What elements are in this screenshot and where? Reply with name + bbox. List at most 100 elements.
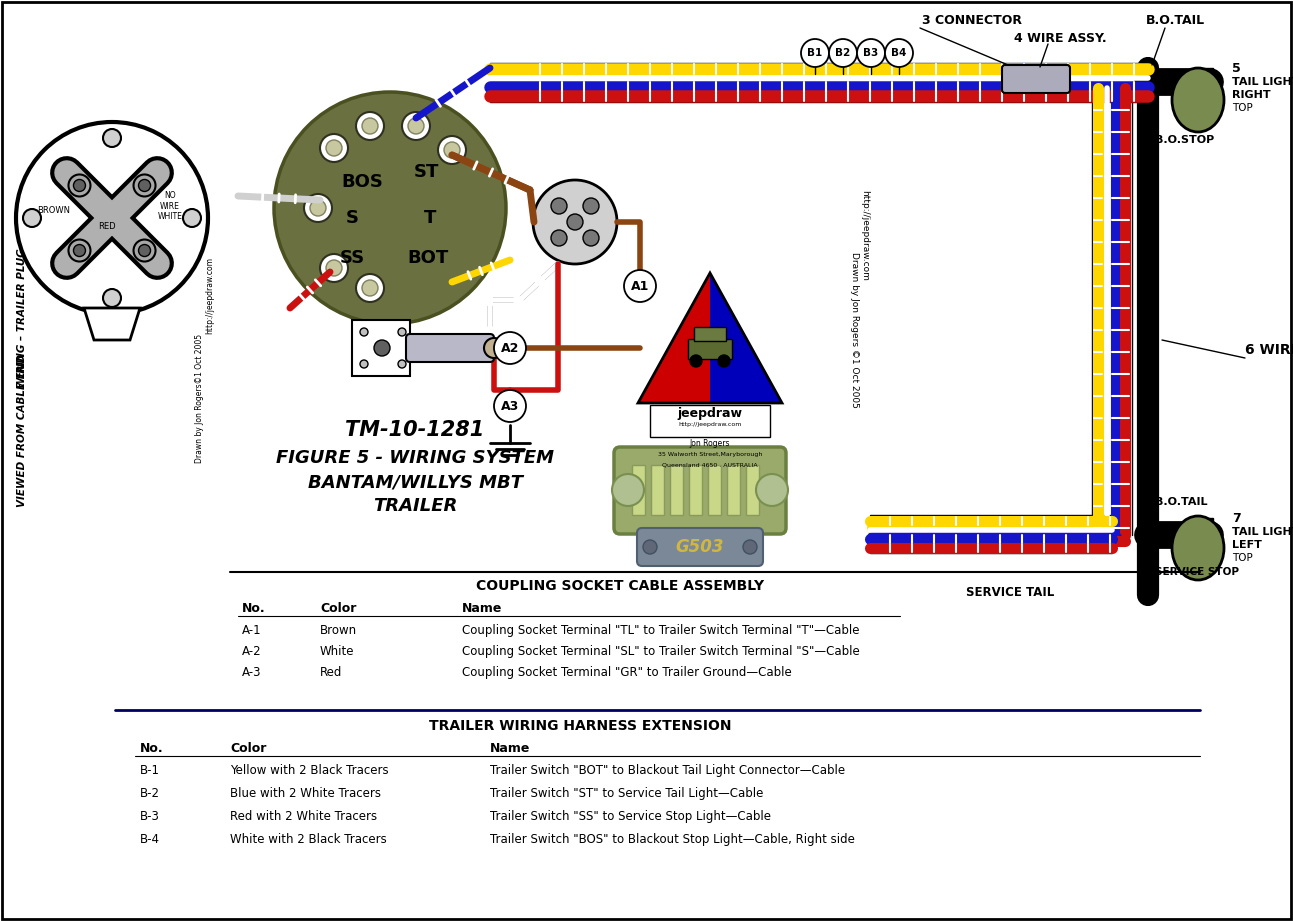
Circle shape — [756, 474, 787, 506]
Text: A-3: A-3 — [242, 666, 261, 679]
Circle shape — [138, 245, 150, 257]
Text: Trailer Switch "ST" to Service Tail Light—Cable: Trailer Switch "ST" to Service Tail Ligh… — [490, 787, 763, 799]
Text: TAIL LIGHT: TAIL LIGHT — [1232, 527, 1293, 537]
Circle shape — [359, 328, 369, 336]
Text: Color: Color — [319, 601, 357, 614]
Circle shape — [494, 332, 526, 364]
Text: SS: SS — [339, 249, 365, 267]
Text: Trailer Switch "SS" to Service Stop Light—Cable: Trailer Switch "SS" to Service Stop Ligh… — [490, 810, 771, 822]
Text: BOT: BOT — [407, 249, 449, 267]
Circle shape — [800, 39, 829, 67]
Circle shape — [310, 200, 326, 216]
Circle shape — [356, 274, 384, 302]
Text: BROWN: BROWN — [37, 205, 71, 215]
Circle shape — [359, 360, 369, 368]
Circle shape — [438, 136, 465, 164]
Text: B.O.STOP: B.O.STOP — [1155, 135, 1214, 145]
Text: WIRING – TRAILER PLUG: WIRING – TRAILER PLUG — [17, 248, 27, 388]
Circle shape — [884, 39, 913, 67]
Circle shape — [743, 540, 756, 554]
FancyBboxPatch shape — [406, 334, 494, 362]
Bar — [1195, 518, 1213, 540]
Bar — [650, 465, 665, 515]
Circle shape — [583, 230, 599, 246]
Text: jeepdraw: jeepdraw — [678, 406, 742, 419]
Bar — [352, 320, 410, 376]
Circle shape — [829, 39, 857, 67]
Text: T: T — [424, 209, 436, 227]
Circle shape — [494, 390, 526, 422]
Text: Jon Rogers: Jon Rogers — [689, 438, 731, 448]
Bar — [1195, 68, 1213, 93]
Text: BANTAM/WILLYS MBT: BANTAM/WILLYS MBT — [308, 473, 522, 491]
Text: Name: Name — [462, 601, 503, 614]
Text: RED: RED — [98, 221, 116, 230]
Text: 4 WIRE ASSY.: 4 WIRE ASSY. — [1014, 31, 1107, 44]
Circle shape — [857, 39, 884, 67]
Text: SERVICE STOP: SERVICE STOP — [1155, 567, 1239, 577]
Text: B-2: B-2 — [140, 787, 160, 799]
Circle shape — [69, 174, 91, 196]
Text: TRAILER: TRAILER — [372, 497, 458, 515]
Circle shape — [319, 134, 348, 162]
Ellipse shape — [1171, 516, 1224, 580]
Bar — [670, 465, 683, 515]
Circle shape — [533, 180, 617, 264]
Circle shape — [326, 140, 343, 156]
Circle shape — [374, 340, 390, 356]
Text: Name: Name — [490, 741, 530, 754]
Circle shape — [568, 214, 583, 230]
Circle shape — [103, 289, 122, 307]
Text: Red with 2 White Tracers: Red with 2 White Tracers — [230, 810, 378, 822]
Text: Color: Color — [230, 741, 266, 754]
Text: TM-10-1281: TM-10-1281 — [345, 420, 485, 440]
Text: Coupling Socket Terminal "GR" to Trailer Ground—Cable: Coupling Socket Terminal "GR" to Trailer… — [462, 666, 791, 679]
Circle shape — [74, 180, 85, 192]
Bar — [746, 465, 759, 515]
FancyBboxPatch shape — [1002, 65, 1071, 93]
Text: B1: B1 — [807, 48, 822, 58]
Circle shape — [612, 474, 644, 506]
Text: Coupling Socket Terminal "SL" to Trailer Switch Terminal "S"—Cable: Coupling Socket Terminal "SL" to Trailer… — [462, 645, 860, 658]
Text: Coupling Socket Terminal "TL" to Trailer Switch Terminal "T"—Cable: Coupling Socket Terminal "TL" to Trailer… — [462, 624, 860, 636]
Text: SERVICE TAIL: SERVICE TAIL — [966, 586, 1054, 599]
Circle shape — [69, 239, 91, 262]
Text: Queensland 4650 . AUSTRALIA: Queensland 4650 . AUSTRALIA — [662, 462, 758, 468]
Circle shape — [274, 92, 506, 324]
Text: B3: B3 — [864, 48, 879, 58]
Text: B2: B2 — [835, 48, 851, 58]
Text: BOS: BOS — [341, 173, 383, 191]
Text: Drawn by Jon Rogers ©1 Oct 2005: Drawn by Jon Rogers ©1 Oct 2005 — [851, 252, 860, 408]
Text: B4: B4 — [891, 48, 906, 58]
Bar — [727, 465, 740, 515]
Circle shape — [184, 209, 200, 227]
Text: B-3: B-3 — [140, 810, 160, 822]
Text: A3: A3 — [500, 400, 518, 413]
Circle shape — [484, 338, 504, 358]
Text: White: White — [319, 645, 354, 658]
Text: White with 2 Black Tracers: White with 2 Black Tracers — [230, 833, 387, 845]
Bar — [689, 465, 702, 515]
Circle shape — [718, 355, 731, 367]
Text: NO
WIRE
WHITE: NO WIRE WHITE — [158, 191, 182, 221]
Circle shape — [625, 270, 656, 302]
Circle shape — [362, 280, 378, 296]
Text: S: S — [345, 209, 358, 227]
Circle shape — [133, 239, 155, 262]
Circle shape — [74, 245, 85, 257]
Text: 7: 7 — [1232, 511, 1241, 524]
Text: Yellow with 2 Black Tracers: Yellow with 2 Black Tracers — [230, 764, 389, 776]
Circle shape — [133, 174, 155, 196]
Circle shape — [138, 180, 150, 192]
Text: ST: ST — [414, 163, 438, 181]
Polygon shape — [637, 273, 782, 403]
Text: TOP: TOP — [1232, 103, 1253, 113]
Polygon shape — [637, 273, 710, 403]
Bar — [632, 465, 645, 515]
Circle shape — [398, 328, 406, 336]
Bar — [709, 465, 721, 515]
Text: G503: G503 — [676, 538, 724, 556]
Circle shape — [690, 355, 702, 367]
Text: TRAILER WIRING HARNESS EXTENSION: TRAILER WIRING HARNESS EXTENSION — [429, 719, 732, 733]
Circle shape — [362, 118, 378, 134]
